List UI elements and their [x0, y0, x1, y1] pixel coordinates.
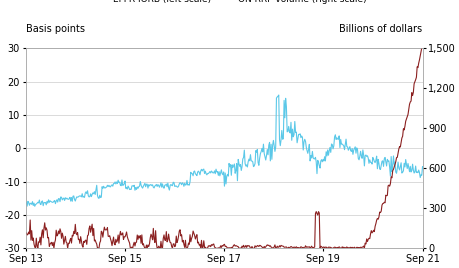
Text: Basis points: Basis points: [26, 24, 84, 34]
Text: Billions of dollars: Billions of dollars: [339, 24, 422, 34]
Legend: EFFR-IORB (left scale), ON RRP volume (right scale): EFFR-IORB (left scale), ON RRP volume (r…: [90, 0, 369, 7]
